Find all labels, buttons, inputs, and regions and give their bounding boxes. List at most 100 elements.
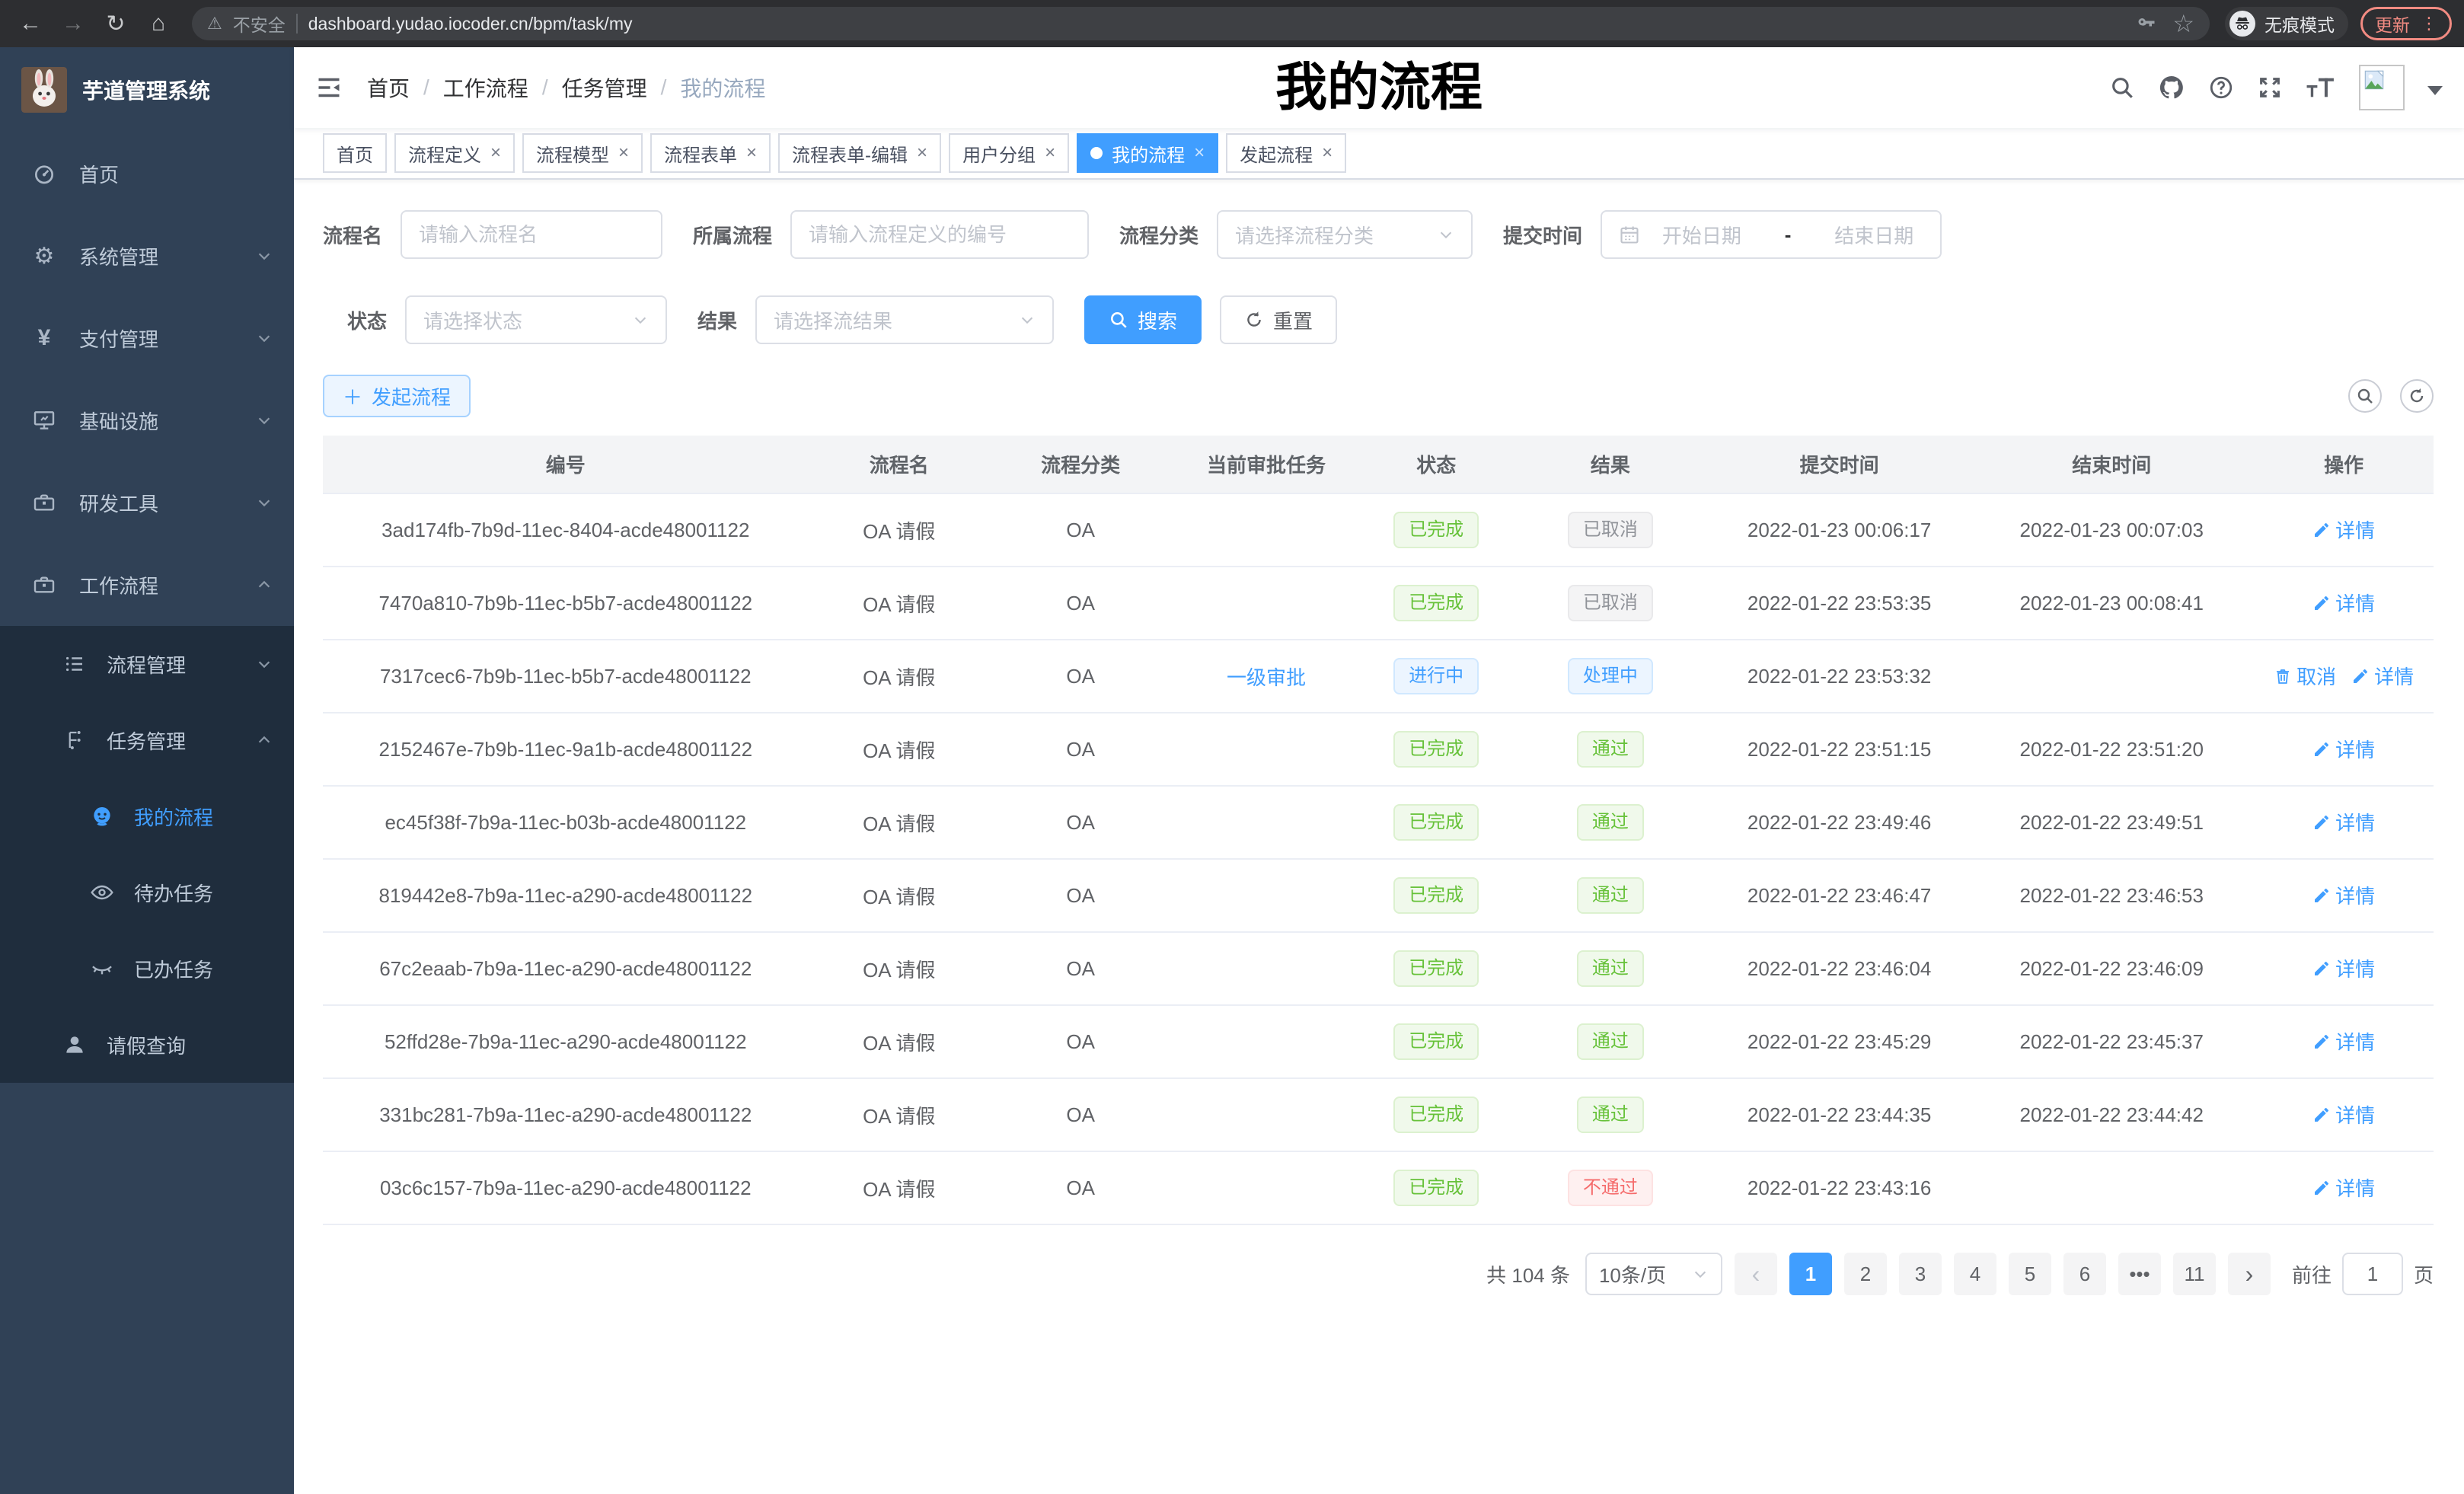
- tab-7[interactable]: 我的流程 ×: [1077, 133, 1219, 173]
- cell-id: 2152467e-7b9b-11ec-9a1b-acde48001122: [323, 713, 809, 787]
- breadcrumb: 首页 / 工作流程 / 任务管理 / 我的流程: [367, 72, 765, 103]
- avatar[interactable]: [2359, 65, 2405, 110]
- breadcrumb-task-mgmt[interactable]: 任务管理: [561, 77, 647, 101]
- sidebar-item-workflow[interactable]: 工作流程: [0, 544, 294, 626]
- close-icon[interactable]: ×: [917, 142, 928, 163]
- browser-menu-icon[interactable]: ⋮: [2421, 14, 2437, 33]
- page-button-6[interactable]: 6: [2063, 1253, 2106, 1295]
- close-icon[interactable]: ×: [746, 142, 758, 163]
- process-def-input[interactable]: [790, 210, 1090, 259]
- sidebar-item-my-process[interactable]: 我的流程: [0, 778, 294, 854]
- detail-action-link[interactable]: 详情: [2312, 808, 2375, 836]
- url-text[interactable]: dashboard.yudao.iocoder.cn/bpm/task/my: [308, 13, 633, 34]
- tab-4[interactable]: 流程表单 ×: [650, 133, 771, 173]
- next-page-button[interactable]: ›: [2227, 1253, 2271, 1295]
- address-bar[interactable]: ⚠ 不安全 dashboard.yudao.iocoder.cn/bpm/tas…: [192, 7, 2210, 40]
- tab-6[interactable]: 用户分组 ×: [949, 133, 1070, 173]
- refresh-table-icon[interactable]: [2400, 379, 2434, 413]
- sidebar-item-home[interactable]: 首页: [0, 132, 294, 215]
- avatar-caret-icon[interactable]: [2427, 86, 2443, 95]
- tab-8[interactable]: 发起流程 ×: [1226, 133, 1347, 173]
- browser-back-button[interactable]: ←: [19, 11, 42, 36]
- close-icon[interactable]: ×: [618, 142, 630, 163]
- search-button[interactable]: 搜索: [1084, 295, 1202, 344]
- submit-time-range-picker[interactable]: 开始日期 - 结束日期: [1601, 210, 1942, 259]
- result-badge: 通过: [1576, 731, 1644, 768]
- tab-2[interactable]: 流程定义 ×: [394, 133, 515, 173]
- result-select[interactable]: 请选择流结果: [755, 295, 1055, 344]
- cell-current-task: [1171, 493, 1361, 567]
- detail-action-link[interactable]: 详情: [2312, 735, 2375, 763]
- detail-action-link[interactable]: 详情: [2312, 1100, 2375, 1128]
- browser-reload-button[interactable]: ↻: [106, 11, 126, 37]
- help-icon[interactable]: [2208, 75, 2234, 101]
- sidebar-item-task-mgmt[interactable]: 任务管理: [0, 702, 294, 778]
- reset-button[interactable]: 重置: [1220, 295, 1338, 344]
- detail-action-link[interactable]: 详情: [2312, 516, 2375, 544]
- cell-category: OA: [989, 493, 1172, 567]
- gear-icon: ⚙: [34, 243, 55, 269]
- page-button-11[interactable]: 11: [2172, 1253, 2216, 1295]
- goto-page-input[interactable]: [2341, 1253, 2403, 1295]
- sidebar-item-leave-query[interactable]: 请假查询: [0, 1007, 294, 1083]
- search-icon[interactable]: [2109, 75, 2135, 101]
- detail-action-link[interactable]: 详情: [2312, 1173, 2375, 1202]
- page-button-2[interactable]: 2: [1843, 1253, 1887, 1295]
- sidebar-item-payment[interactable]: ¥ 支付管理: [0, 297, 294, 379]
- breadcrumb-workflow[interactable]: 工作流程: [442, 77, 528, 101]
- table-row: 7470a810-7b9b-11ec-b5b7-acde48001122 OA 请…: [323, 567, 2434, 640]
- detail-action-link[interactable]: 详情: [2351, 662, 2414, 690]
- filter-label-status: 状态: [347, 309, 388, 333]
- close-icon[interactable]: ×: [1045, 142, 1056, 163]
- close-icon[interactable]: ×: [1322, 142, 1333, 163]
- action-label: 详情: [2335, 812, 2376, 835]
- status-badge: 已完成: [1393, 950, 1479, 987]
- column-header: 结果: [1511, 436, 1710, 494]
- page-button-5[interactable]: 5: [2008, 1253, 2051, 1295]
- sidebar-item-infra[interactable]: 基础设施: [0, 379, 294, 461]
- sidebar-item-process-mgmt[interactable]: 流程管理: [0, 626, 294, 702]
- tab-1[interactable]: 首页: [323, 133, 387, 173]
- page-size-select[interactable]: 10条/页: [1585, 1253, 1722, 1295]
- cancel-action-link[interactable]: 取消: [2274, 662, 2336, 690]
- page-button-3[interactable]: 3: [1898, 1253, 1942, 1295]
- bookmark-star-icon[interactable]: ☆: [2172, 10, 2194, 37]
- tab-5[interactable]: 流程表单-编辑 ×: [778, 133, 942, 173]
- browser-update-button[interactable]: 更新 ⋮: [2360, 7, 2452, 40]
- github-icon[interactable]: [2158, 74, 2185, 101]
- page-button-4[interactable]: 4: [1953, 1253, 1996, 1295]
- fullscreen-icon[interactable]: [2257, 75, 2283, 101]
- detail-action-link[interactable]: 详情: [2312, 881, 2375, 909]
- browser-forward-button[interactable]: →: [62, 11, 85, 36]
- close-icon[interactable]: ×: [490, 142, 502, 163]
- sidebar-item-devtools[interactable]: 研发工具: [0, 461, 294, 544]
- detail-action-link[interactable]: 详情: [2312, 589, 2375, 617]
- detail-action-link[interactable]: 详情: [2312, 954, 2375, 982]
- cell-category: OA: [989, 1005, 1172, 1079]
- status-select[interactable]: 请选择状态: [405, 295, 668, 344]
- security-label[interactable]: 不安全: [232, 15, 286, 35]
- start-process-button[interactable]: ＋ 发起流程: [323, 375, 471, 417]
- cell-category: OA: [989, 932, 1172, 1006]
- font-size-icon[interactable]: [2306, 75, 2336, 100]
- process-name-input[interactable]: [401, 210, 663, 259]
- toggle-search-icon[interactable]: [2348, 379, 2382, 413]
- page-button-1[interactable]: 1: [1789, 1253, 1832, 1295]
- prev-page-button[interactable]: ‹: [1734, 1253, 1777, 1295]
- browser-home-button[interactable]: ⌂: [151, 11, 166, 36]
- sidebar-item-todo-tasks[interactable]: 待办任务: [0, 854, 294, 931]
- sidebar-item-done-tasks[interactable]: 已办任务: [0, 931, 294, 1007]
- tab-3[interactable]: 流程模型 ×: [522, 133, 643, 173]
- collapse-sidebar-icon[interactable]: [315, 74, 343, 101]
- detail-action-link[interactable]: 详情: [2312, 1027, 2375, 1055]
- cell-submit-time: 2022-01-22 23:53:32: [1709, 640, 1970, 713]
- category-select[interactable]: 请选择流程分类: [1217, 210, 1473, 259]
- sidebar-menu: 首页 ⚙ 系统管理 ¥ 支付管理 基础设施: [0, 132, 294, 1083]
- pager-more-icon[interactable]: •••: [2118, 1253, 2161, 1295]
- key-icon[interactable]: [2136, 13, 2157, 34]
- breadcrumb-home[interactable]: 首页: [367, 77, 410, 101]
- process-table: 编号 流程名 流程分类 当前审批任务 状态 结果 提交时间 结束时间 操作 3ad174fb-7…: [323, 436, 2434, 1225]
- close-icon[interactable]: ×: [1194, 142, 1205, 163]
- sidebar-item-system[interactable]: ⚙ 系统管理: [0, 215, 294, 297]
- current-task-link[interactable]: 一级审批: [1227, 666, 1307, 689]
